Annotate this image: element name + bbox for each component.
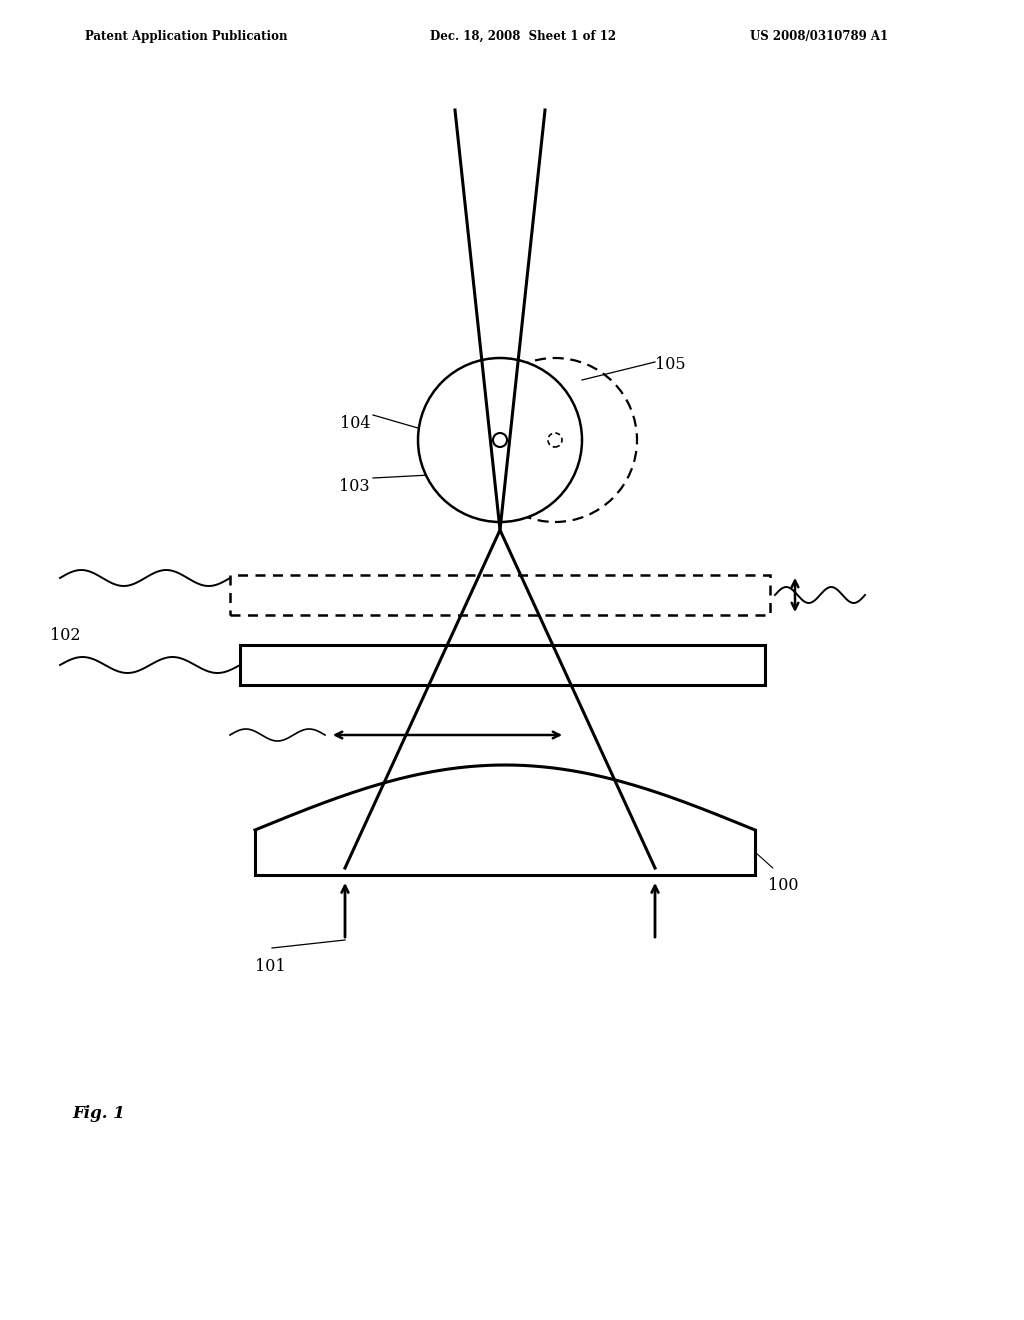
Text: 100: 100: [768, 876, 799, 894]
Circle shape: [473, 358, 637, 521]
Text: 104: 104: [340, 414, 370, 432]
Text: Fig. 1: Fig. 1: [72, 1105, 125, 1122]
Text: Dec. 18, 2008  Sheet 1 of 12: Dec. 18, 2008 Sheet 1 of 12: [430, 30, 616, 44]
Circle shape: [493, 433, 507, 447]
Text: US 2008/0310789 A1: US 2008/0310789 A1: [750, 30, 888, 44]
Text: 105: 105: [655, 356, 686, 374]
Text: 101: 101: [255, 958, 286, 975]
Bar: [230, 576, 770, 615]
Text: 103: 103: [339, 478, 370, 495]
Circle shape: [418, 358, 582, 521]
Text: 102: 102: [50, 627, 81, 644]
Text: Patent Application Publication: Patent Application Publication: [85, 30, 288, 44]
Bar: [240, 645, 765, 685]
